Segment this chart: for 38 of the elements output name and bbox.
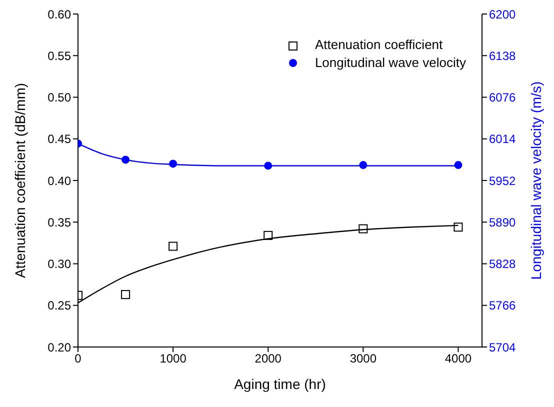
y-tick-label: 0.40 <box>48 174 72 188</box>
y-tick-label: 0.30 <box>48 257 72 272</box>
y-tick-label: 0.50 <box>48 90 72 105</box>
point <box>264 230 273 240</box>
y2-tick-label: 5890 <box>489 215 516 230</box>
y2-tick-label: 6076 <box>489 90 516 105</box>
y-tick-label: 0.35 <box>48 215 72 230</box>
y-tick-label: 0.20 <box>48 340 72 354</box>
point <box>121 290 130 300</box>
x-axis-title: Aging time (hr) <box>234 376 326 392</box>
y-tick-label: 0.60 <box>48 7 72 22</box>
x-tick-label: 4000 <box>444 352 472 366</box>
y2-axis-title: Longitudinal wave velocity (m/s) <box>528 81 544 280</box>
y-tick-label: 0.55 <box>48 48 72 63</box>
y2-tick-label: 5952 <box>489 174 516 188</box>
y2-tick-label: 6200 <box>489 7 516 22</box>
x-tick-label: 0 <box>74 352 82 366</box>
legend-label: Attenuation coefficient <box>314 37 443 52</box>
x-tick-label: 2000 <box>254 352 282 366</box>
y2-tick-label: 5704 <box>489 340 516 354</box>
y2-tick-label: 6014 <box>489 132 516 146</box>
y2-tick-label: 6138 <box>489 48 516 63</box>
point <box>454 222 463 232</box>
y2-tick-label: 5766 <box>489 298 516 313</box>
legend-label: Longitudinal wave velocity <box>314 54 466 70</box>
y-tick-label: 0.45 <box>48 132 72 146</box>
point <box>168 242 178 251</box>
y2-tick-label: 5828 <box>489 257 516 272</box>
y-axis-title: Attenuation coefficient (dB/mm) <box>12 82 28 278</box>
point <box>169 160 178 168</box>
point <box>122 156 130 164</box>
y-tick-label: 0.25 <box>48 298 72 313</box>
point <box>358 224 368 234</box>
point <box>359 161 368 170</box>
point <box>454 161 462 170</box>
x-tick-label: 1000 <box>160 352 187 366</box>
x-tick-label: 3000 <box>350 352 377 366</box>
point <box>264 162 272 170</box>
